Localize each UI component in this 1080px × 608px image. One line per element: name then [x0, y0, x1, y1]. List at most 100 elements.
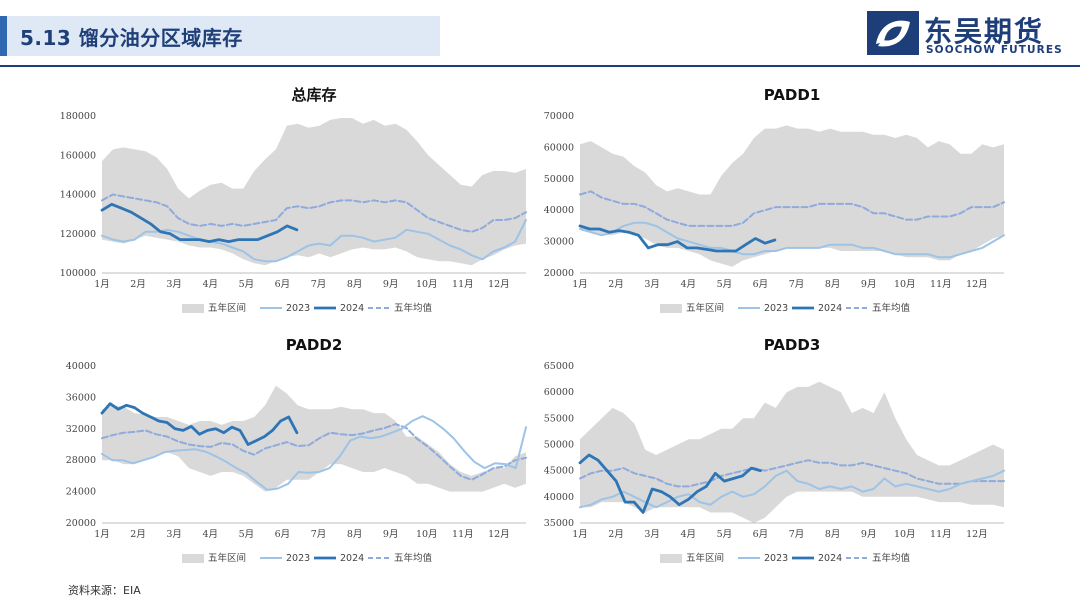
x-tick-label: 11月 — [930, 529, 952, 540]
x-tick-label: 12月 — [966, 529, 988, 540]
legend-swatch-range — [182, 554, 204, 563]
page-title: 5.13 馏分油分区域库存 — [20, 26, 243, 50]
y-tick-label: 40000 — [544, 492, 574, 503]
legend-label: 五年区间 — [208, 552, 246, 564]
chart-padd3-svg: PADD3 35000 40000 45000 50000 55000 60000 65000… — [544, 336, 1005, 564]
legend-label: 五年区间 — [208, 302, 246, 314]
y-tick-label: 60000 — [544, 387, 574, 398]
x-tick-label: 4月 — [680, 279, 696, 290]
x-tick-label: 3月 — [166, 529, 182, 540]
chart-padd1: PADD1 20000 30000 40000 50000 60000 70000 1月 2月 3… — [528, 78, 1028, 328]
chart-title: PADD2 — [286, 336, 343, 354]
chart-total-inventory-svg: 总库存 100000 120000 140000 160000 180000 1月 2月 3月 4… — [60, 86, 527, 314]
legend-label: 2023 — [286, 553, 310, 564]
five-year-range-band — [102, 385, 526, 492]
x-tick-label: 3月 — [644, 279, 660, 290]
x-tick-label: 7月 — [311, 279, 327, 290]
x-tick-label: 6月 — [275, 279, 291, 290]
x-tick-label: 1月 — [94, 279, 110, 290]
y-tick-label: 24000 — [66, 487, 96, 498]
x-tick-label: 6月 — [753, 529, 769, 540]
x-tick-label: 3月 — [166, 279, 182, 290]
x-tick-label: 5月 — [239, 279, 255, 290]
y-tick-label: 28000 — [66, 455, 96, 466]
x-tick-label: 12月 — [488, 529, 510, 540]
legend-label: 五年均值 — [394, 302, 433, 314]
x-tick-label: 7月 — [311, 529, 327, 540]
y-tick-label: 20000 — [66, 518, 96, 529]
chart-title: PADD3 — [764, 336, 821, 354]
y-tick-label: 32000 — [66, 424, 96, 435]
x-tick-label: 2月 — [130, 279, 146, 290]
x-tick-label: 5月 — [239, 529, 255, 540]
series-2023-line — [101, 415, 527, 491]
x-tick-label: 10月 — [894, 279, 916, 290]
x-tick-label: 7月 — [789, 529, 805, 540]
page-header: 5.13 馏分油分区域库存 东吴期货 SOOCHOW FUTURES — [0, 0, 1080, 68]
legend-label: 五年均值 — [872, 302, 911, 314]
legend-label: 2023 — [286, 303, 310, 314]
x-tick-label: 2月 — [130, 529, 146, 540]
x-tick-label: 12月 — [488, 279, 510, 290]
legend-swatch-range — [660, 554, 682, 563]
five-year-average-line — [579, 459, 1005, 488]
x-tick-label: 9月 — [861, 529, 877, 540]
chart-title: 总库存 — [291, 86, 336, 104]
x-tick-label: 10月 — [416, 529, 438, 540]
legend-label: 2024 — [818, 303, 842, 314]
chart-total-inventory: 总库存 100000 120000 140000 160000 180000 1月 2月 3月 4… — [50, 78, 550, 328]
five-year-range-band — [580, 381, 1004, 523]
series-2023-line — [579, 469, 1005, 509]
soochow-logo-icon — [867, 11, 919, 55]
title-bar — [0, 16, 440, 56]
x-tick-label: 2月 — [608, 279, 624, 290]
series-2024-line — [100, 202, 299, 244]
y-tick-label: 180000 — [60, 111, 96, 122]
legend-label: 2024 — [340, 553, 364, 564]
y-tick-label: 140000 — [60, 190, 96, 201]
legend-label: 五年区间 — [686, 302, 724, 314]
title-accent — [0, 16, 7, 56]
x-tick-label: 4月 — [680, 529, 696, 540]
x-tick-label: 11月 — [452, 279, 474, 290]
source-note: 资料来源：EIA — [68, 584, 141, 597]
five-year-range-band — [102, 118, 526, 266]
x-tick-label: 6月 — [275, 529, 291, 540]
x-tick-label: 9月 — [383, 279, 399, 290]
x-tick-label: 7月 — [789, 279, 805, 290]
logo-chinese-text: 东吴期货 — [924, 15, 1045, 48]
y-tick-label: 60000 — [544, 142, 574, 153]
series-2023-line — [101, 219, 527, 263]
legend-label: 2023 — [764, 553, 788, 564]
y-tick-label: 100000 — [60, 268, 96, 279]
chart-padd1-svg: PADD1 20000 30000 40000 50000 60000 70000 1月 2月 3… — [544, 86, 1005, 314]
x-tick-label: 8月 — [347, 529, 363, 540]
legend-label: 2024 — [818, 553, 842, 564]
y-tick-label: 36000 — [66, 392, 96, 403]
legend-label: 五年区间 — [686, 552, 724, 564]
series-2024-line — [578, 224, 777, 253]
x-tick-label: 5月 — [717, 279, 733, 290]
x-tick-label: 4月 — [202, 529, 218, 540]
five-year-average-line — [101, 193, 527, 233]
x-tick-label: 4月 — [202, 279, 218, 290]
y-tick-label: 50000 — [544, 174, 574, 185]
x-tick-label: 10月 — [894, 529, 916, 540]
five-year-range-band — [580, 125, 1004, 267]
y-tick-label: 45000 — [544, 466, 574, 477]
x-tick-label: 1月 — [572, 279, 588, 290]
x-tick-label: 1月 — [572, 529, 588, 540]
five-year-average-line — [579, 190, 1005, 227]
chart-title: PADD1 — [764, 86, 821, 104]
x-tick-label: 2月 — [608, 529, 624, 540]
y-tick-label: 70000 — [544, 111, 574, 122]
x-tick-label: 5月 — [717, 529, 733, 540]
y-tick-label: 160000 — [60, 150, 96, 161]
y-tick-label: 35000 — [544, 518, 574, 529]
x-tick-label: 6月 — [753, 279, 769, 290]
y-tick-label: 30000 — [544, 237, 574, 248]
y-tick-label: 50000 — [544, 440, 574, 451]
legend-label: 五年均值 — [394, 552, 433, 564]
y-tick-label: 40000 — [66, 361, 96, 372]
x-tick-label: 8月 — [825, 279, 841, 290]
